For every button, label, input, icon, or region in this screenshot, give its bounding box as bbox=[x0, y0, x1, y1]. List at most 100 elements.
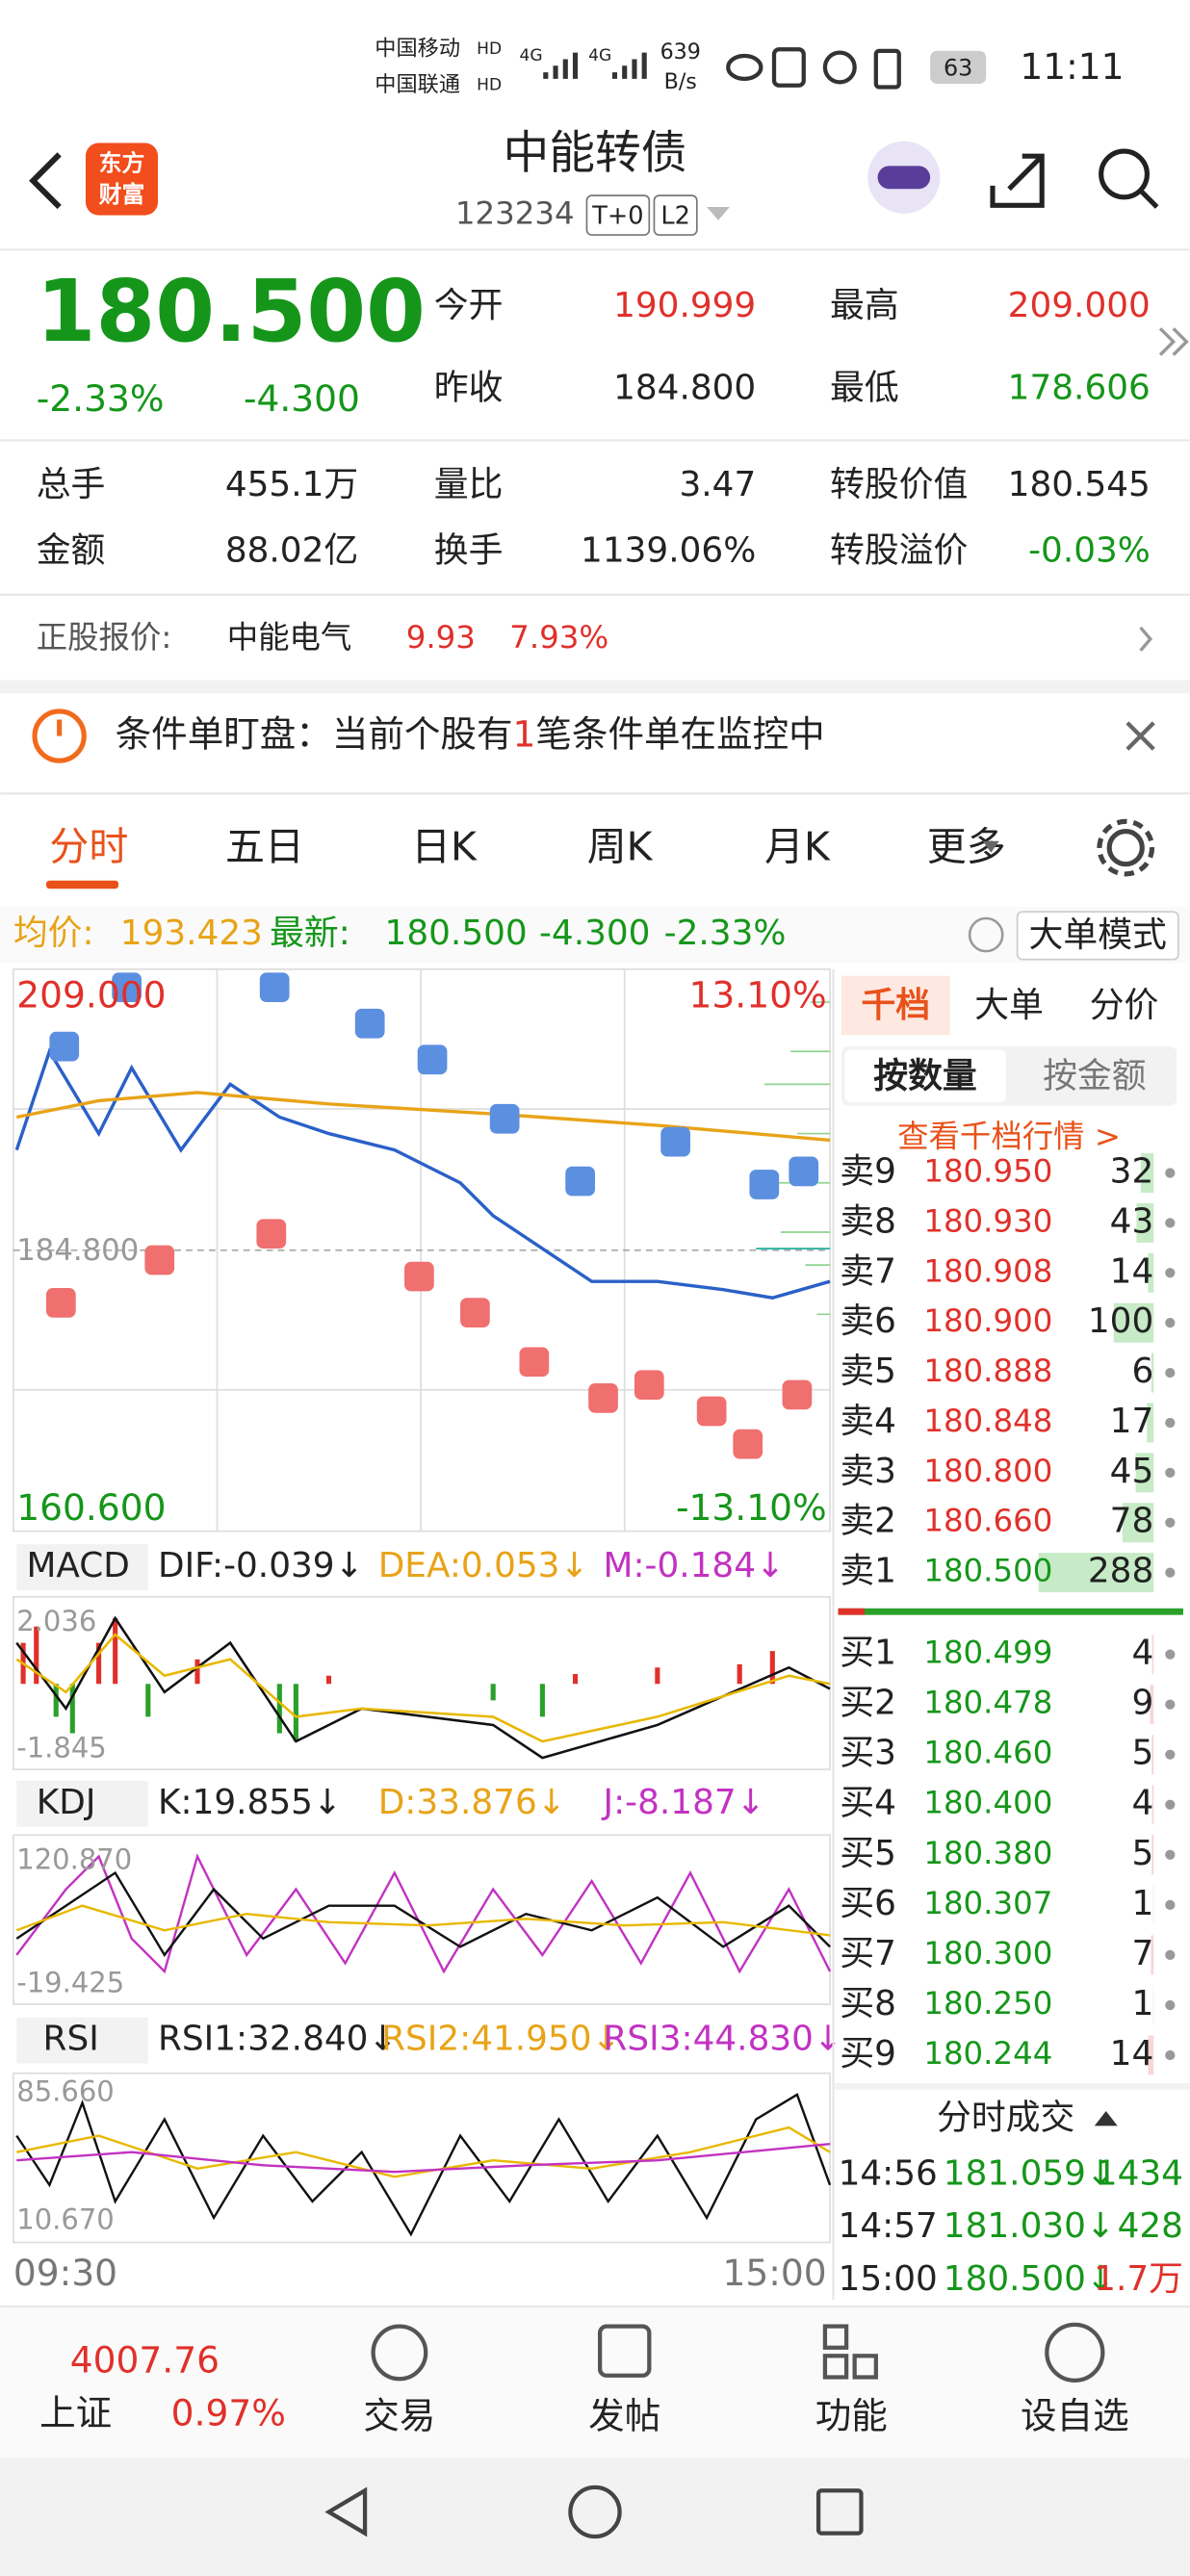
sub-tab[interactable]: 按数量 bbox=[873, 1057, 976, 1096]
field-label: 最高 bbox=[830, 286, 899, 325]
close[interactable] bbox=[1125, 721, 1155, 751]
trades-title[interactable]: 分时成交 bbox=[937, 2099, 1074, 2138]
search[interactable] bbox=[1099, 148, 1150, 200]
level-dot bbox=[1165, 1849, 1176, 1860]
tab[interactable]: 五日 bbox=[225, 823, 304, 869]
x-start: 09:30 bbox=[13, 2252, 117, 2294]
mode-button[interactable] bbox=[1016, 911, 1179, 961]
depth-link[interactable]: 查看千档行情 > bbox=[897, 1119, 1121, 1155]
indicator-name: KDJ bbox=[37, 1783, 96, 1822]
help[interactable] bbox=[968, 916, 1004, 953]
indicator-select[interactable] bbox=[16, 1544, 148, 1591]
macd-dif: DIF:-0.039↓ bbox=[158, 1546, 364, 1585]
level-qty: 45 bbox=[1110, 1452, 1154, 1491]
price-line bbox=[14, 1047, 831, 1300]
kdj-top: 120.870 bbox=[16, 1843, 132, 1876]
system-nav bbox=[0, 2458, 1190, 2576]
depth-bar bbox=[1151, 1635, 1154, 1675]
stat-label: 量比 bbox=[434, 465, 504, 504]
level: 买4 bbox=[840, 1784, 896, 1823]
level-qty: 4 bbox=[1131, 1784, 1153, 1823]
tab[interactable]: 分时 bbox=[49, 823, 128, 869]
share[interactable] bbox=[990, 153, 1045, 208]
clock: 11:11 bbox=[1020, 45, 1124, 88]
stat-label: 换手 bbox=[434, 530, 504, 570]
level-qty: 1 bbox=[1131, 1884, 1153, 1923]
field-label: 昨收 bbox=[434, 368, 504, 407]
panel-tab[interactable]: 大单 bbox=[974, 986, 1044, 1025]
stock-name[interactable]: 中能电气 bbox=[227, 619, 352, 656]
level: 买5 bbox=[840, 1834, 896, 1873]
level: 买9 bbox=[840, 2034, 896, 2074]
expand[interactable] bbox=[1158, 327, 1189, 356]
tab[interactable]: 周K bbox=[587, 823, 654, 869]
level-price: 180.250 bbox=[923, 1985, 1052, 2022]
stock-label: 正股报价: bbox=[37, 619, 172, 656]
spacer bbox=[0, 680, 1190, 694]
level-dot bbox=[1165, 1699, 1176, 1710]
index-name: 上证 bbox=[39, 2391, 112, 2434]
nav-item[interactable]: 功能 bbox=[815, 2395, 888, 2437]
speed: 639 bbox=[660, 39, 701, 64]
level-qty: 4 bbox=[1131, 1634, 1153, 1673]
stat-value: 3.47 bbox=[679, 465, 756, 504]
field-value: 184.800 bbox=[613, 368, 756, 407]
net: 4G bbox=[588, 46, 611, 65]
panel-tab[interactable]: 分价 bbox=[1090, 986, 1159, 1025]
panel-tab[interactable]: 千档 bbox=[861, 986, 930, 1025]
logo[interactable] bbox=[85, 142, 159, 216]
back-button[interactable] bbox=[29, 152, 62, 210]
field-label: 今开 bbox=[434, 286, 504, 325]
indicator-select[interactable] bbox=[16, 1780, 148, 1827]
level-price: 180.300 bbox=[923, 1935, 1052, 1971]
dropdown bbox=[982, 840, 999, 853]
level-price: 180.499 bbox=[923, 1635, 1052, 1671]
index-value[interactable]: 4007.76 bbox=[70, 2339, 220, 2382]
level-dot bbox=[1165, 2049, 1176, 2061]
level-price: 180.460 bbox=[923, 1735, 1052, 1771]
level-qty: 43 bbox=[1110, 1201, 1154, 1241]
dea-line bbox=[15, 1633, 831, 1743]
nav-item[interactable]: 交易 bbox=[363, 2395, 435, 2437]
level: 买7 bbox=[840, 1934, 896, 1973]
macd-dea: DEA:0.053↓ bbox=[378, 1546, 589, 1585]
tab[interactable]: 日K bbox=[411, 823, 478, 869]
system-buttons[interactable] bbox=[324, 2485, 864, 2539]
stat-value: -0.03% bbox=[1028, 530, 1151, 570]
settings[interactable] bbox=[1106, 828, 1145, 867]
level-dot bbox=[1165, 1749, 1176, 1760]
sub-tab[interactable]: 按金额 bbox=[1043, 1057, 1146, 1096]
settings-gear bbox=[1097, 818, 1155, 877]
stat-label: 转股溢价 bbox=[830, 530, 968, 570]
alert-count: 1 bbox=[513, 712, 536, 755]
nav-item[interactable]: 设自选 bbox=[1021, 2395, 1129, 2437]
tab[interactable]: 月K bbox=[764, 823, 831, 869]
trade-time: 14:57 bbox=[839, 2206, 938, 2246]
indicator-select[interactable] bbox=[16, 2017, 148, 2064]
alert-text[interactable]: 条件单盯盘：当前个股有1笔条件单在监控中 bbox=[116, 712, 825, 755]
sell-markers bbox=[49, 972, 819, 1199]
nav-item[interactable]: 发帖 bbox=[588, 2395, 660, 2437]
book-split-red bbox=[838, 1608, 865, 1615]
stat-value: 1139.06% bbox=[581, 530, 756, 570]
depth-bar bbox=[1151, 1735, 1154, 1775]
net: 4G bbox=[519, 46, 542, 65]
field-value: 178.606 bbox=[1008, 368, 1151, 407]
level-qty: 7 bbox=[1131, 1934, 1153, 1973]
trade-time: 14:56 bbox=[839, 2154, 938, 2194]
stat-value: 88.02亿 bbox=[225, 530, 358, 570]
dif-line bbox=[15, 1615, 831, 1760]
dropdown[interactable] bbox=[707, 207, 730, 220]
level: 买6 bbox=[840, 1884, 896, 1923]
level-qty: 5 bbox=[1131, 1834, 1153, 1873]
y-mid: 184.800 bbox=[16, 1233, 139, 1268]
level-qty: 5 bbox=[1131, 1734, 1153, 1773]
spacer bbox=[835, 2083, 1190, 2090]
stock-price: 9.93 bbox=[406, 619, 476, 656]
alert-icon bbox=[32, 708, 87, 763]
trades-arrow bbox=[1094, 2111, 1118, 2126]
stat-label: 金额 bbox=[37, 530, 106, 570]
chevron bbox=[1139, 626, 1153, 652]
price: 180.500 bbox=[37, 262, 426, 361]
